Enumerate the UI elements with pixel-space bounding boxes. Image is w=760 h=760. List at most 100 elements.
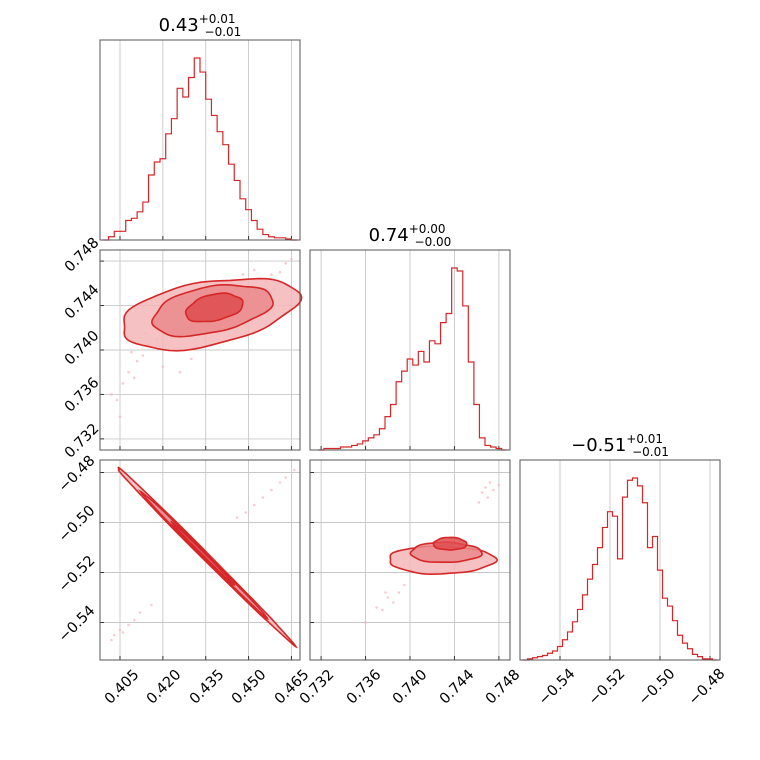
scatter-point <box>290 257 293 261</box>
contour-inner <box>432 536 468 551</box>
scatter-point <box>115 398 119 402</box>
scatter-point <box>386 596 390 599</box>
scatter-point <box>480 491 484 494</box>
xtick-label: 0.420 <box>144 667 185 708</box>
xtick-label: 0.435 <box>187 667 228 708</box>
scatter-point <box>118 628 122 632</box>
xticks-param-1: 0.405 0.420 0.435 0.450 0.465 <box>102 667 313 708</box>
scatter-point <box>477 501 481 504</box>
scatter-point <box>118 415 122 418</box>
scatter-point <box>403 583 406 587</box>
title-param-2: 0.74+0.00 −0.00 <box>369 222 452 249</box>
scatter-point <box>270 273 273 276</box>
scatter-point <box>364 621 367 624</box>
scatter-point <box>130 350 133 354</box>
panel-frame-2-1 <box>99 249 301 451</box>
scatter-point <box>138 611 142 614</box>
histogram-param-2-marginal <box>318 267 508 451</box>
scatter-point <box>284 476 288 479</box>
xtick-label: −0.54 <box>536 666 579 709</box>
title-param-2-value: 0.74 <box>369 225 409 246</box>
histogram-param-3-marginal <box>522 477 718 661</box>
scatter-point <box>178 370 182 374</box>
scatter-point <box>392 601 395 604</box>
title-param-3-minus: −0.01 <box>632 445 669 459</box>
scatter-point <box>190 357 193 361</box>
scatter-point <box>261 496 265 499</box>
xtick-label: −0.48 <box>686 666 729 709</box>
scatter-point <box>270 488 273 492</box>
scatter-point <box>492 488 495 492</box>
contour-inner <box>170 520 236 586</box>
xticks-param-3: −0.54 −0.52 −0.50 −0.48 <box>536 666 729 709</box>
scatter-point <box>488 481 492 484</box>
ytick-label: −0.48 <box>56 453 99 496</box>
histogram-param-1-marginal <box>102 57 298 241</box>
ytick-label: −0.50 <box>56 503 99 546</box>
ytick-label: 0.748 <box>62 235 103 276</box>
title-param-1-value: 0.43 <box>159 15 199 36</box>
panel-frame-1-1 <box>99 39 301 241</box>
scatter-point <box>150 603 153 607</box>
scatter-point <box>121 631 125 634</box>
scatter-point <box>380 608 384 612</box>
yticks-param-2: 0.748 0.744 0.740 0.736 0.732 <box>62 235 103 462</box>
title-param-1-plus: +0.01 <box>199 12 236 26</box>
xtick-label: 0.740 <box>390 667 431 708</box>
xtick-label: 0.736 <box>344 667 385 708</box>
xtick-label: 0.405 <box>102 667 143 708</box>
scatter-point <box>284 262 288 265</box>
scatter-point <box>112 633 116 637</box>
xtick-label: 0.748 <box>483 667 524 708</box>
marks-layer <box>102 57 718 661</box>
panel-frame-2-2 <box>309 249 511 451</box>
contour-inner <box>184 292 244 323</box>
scatter-point <box>121 382 125 385</box>
title-param-3-plus: +0.01 <box>626 432 663 446</box>
xtick-label: 0.744 <box>437 667 478 708</box>
xtick-label: 0.450 <box>229 667 270 708</box>
ytick-label: 0.740 <box>62 328 103 369</box>
title-param-2-plus: +0.00 <box>409 222 446 236</box>
scatter-point <box>252 503 256 507</box>
xtick-label: −0.52 <box>586 666 629 709</box>
scatter-point <box>127 370 130 374</box>
scatter-point <box>110 638 113 642</box>
title-param-1-minus: −0.01 <box>205 25 242 39</box>
scatter-point <box>235 516 239 519</box>
scatter-point <box>110 393 113 396</box>
scatter-point <box>497 483 501 487</box>
scatter-point <box>397 591 401 594</box>
scatter-point <box>278 270 282 274</box>
ytick-label: 0.736 <box>62 375 103 416</box>
scatter-point <box>375 606 378 609</box>
scatter-point <box>252 268 256 272</box>
title-param-1: 0.43+0.01 −0.01 <box>159 12 242 39</box>
scatter-point <box>135 359 139 363</box>
title-param-3-value: −0.51 <box>571 435 626 456</box>
scatter-point <box>161 365 165 368</box>
scatter-point <box>141 354 145 357</box>
title-param-2-minus: −0.00 <box>415 235 452 249</box>
ytick-label: −0.52 <box>56 553 99 596</box>
panel-frame-3-2 <box>309 459 511 661</box>
title-param-3: −0.51+0.01 −0.01 <box>571 432 669 459</box>
ytick-label: −0.54 <box>56 603 99 646</box>
scatter-point <box>292 468 296 472</box>
scatter-point <box>132 376 136 380</box>
scatter-point <box>132 618 136 622</box>
scatter-point <box>484 486 487 489</box>
yticks-param-3: −0.48 −0.50 −0.52 −0.54 <box>56 453 99 646</box>
xticks-param-2: 0.732 0.736 0.740 0.744 0.748 <box>297 667 524 708</box>
xtick-label: −0.50 <box>636 666 679 709</box>
panel-frame-3-1 <box>99 459 301 661</box>
scatter-point <box>244 511 248 514</box>
scatter-point <box>241 273 245 276</box>
scatter-point <box>127 623 130 627</box>
scatter-point <box>278 481 282 484</box>
scatter-point <box>384 591 387 594</box>
ytick-label: 0.732 <box>62 421 103 462</box>
ytick-label: 0.744 <box>62 282 103 323</box>
scatter-point <box>486 496 490 499</box>
